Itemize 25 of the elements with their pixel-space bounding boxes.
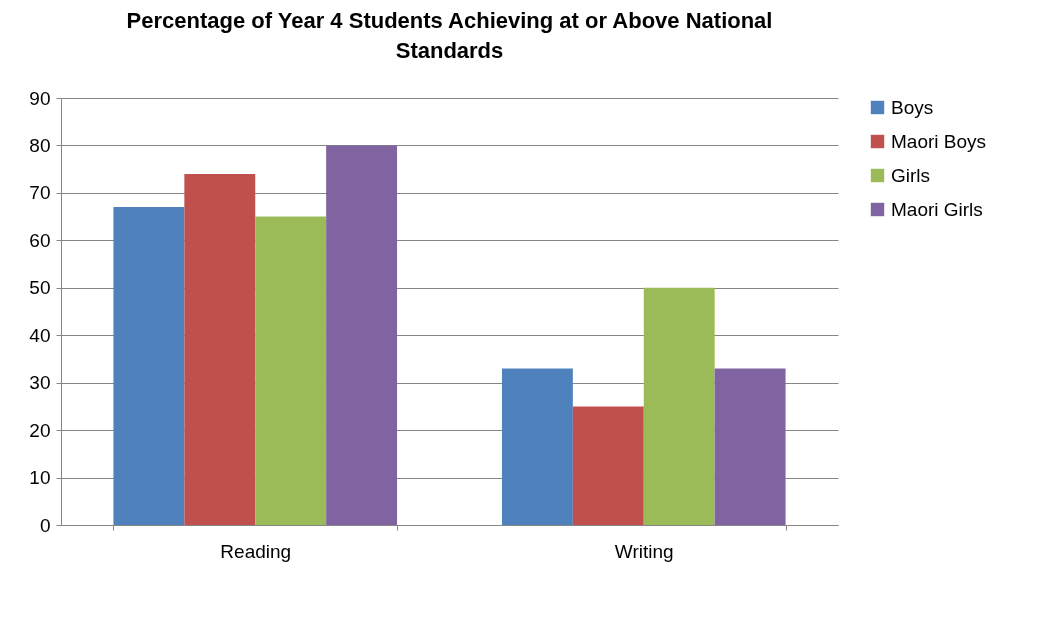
y-tick-label: 70 — [29, 182, 51, 204]
bar — [572, 406, 644, 525]
chart-title: Percentage of Year 4 Students Achieving at or Above National Standards — [126, 8, 773, 63]
y-tick-label: 20 — [29, 419, 51, 441]
x-tick-label: Reading — [220, 540, 292, 562]
bar — [643, 287, 715, 525]
y-tick-label: 0 — [39, 514, 51, 536]
y-tick-label: 50 — [29, 277, 51, 299]
bar — [255, 216, 327, 525]
bar — [184, 173, 256, 525]
y-tick-label: 10 — [29, 467, 51, 489]
bar — [326, 145, 398, 525]
bar — [501, 368, 573, 525]
y-tick-label: 60 — [29, 229, 51, 251]
legend-label: Girls — [891, 164, 931, 186]
x-tick-label: Writing — [614, 540, 674, 562]
y-tick-label: 80 — [29, 134, 51, 156]
bar — [113, 207, 185, 525]
legend-label: Maori Girls — [891, 198, 983, 220]
y-tick-label: 30 — [29, 372, 51, 394]
legend-label: Maori Boys — [891, 130, 987, 152]
legend-label: Boys — [891, 96, 934, 118]
bar — [714, 368, 786, 525]
y-tick-label: 40 — [29, 324, 51, 346]
y-tick-label: 90 — [29, 87, 51, 109]
